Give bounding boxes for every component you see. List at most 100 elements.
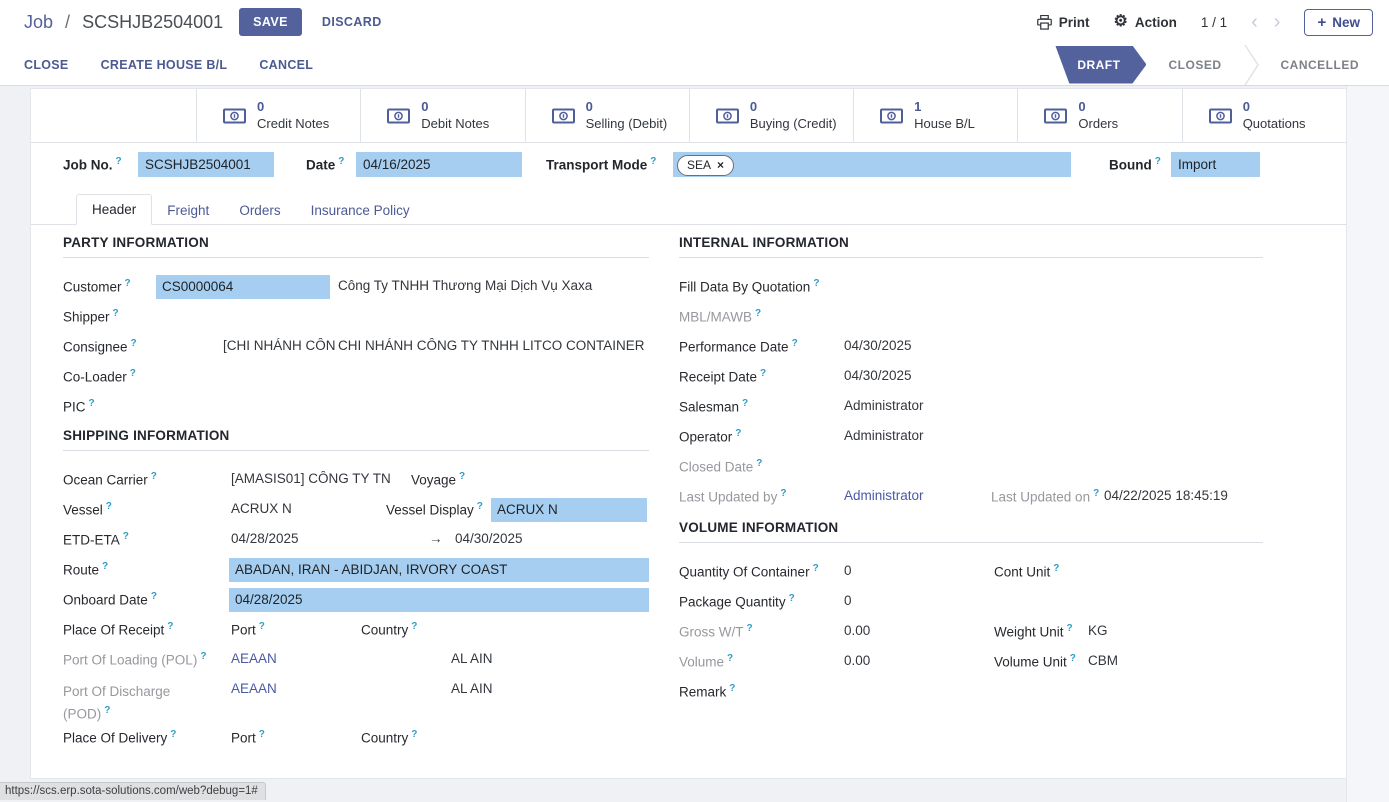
help-icon[interactable]: ? [338, 156, 345, 167]
tab-orders[interactable]: Orders [239, 203, 281, 218]
job-no-input[interactable]: SCSHJB2504001 [138, 152, 274, 177]
quantity-of-container-value[interactable]: 0 [844, 563, 852, 578]
pager-previous-icon[interactable]: ‹ [1251, 11, 1258, 33]
customer-code-input[interactable]: CS0000064 [156, 275, 330, 299]
ocean-carrier-value[interactable]: [AMASIS01] CÔNG TY TN [231, 471, 391, 486]
help-icon[interactable]: ? [167, 621, 174, 632]
help-icon[interactable]: ? [735, 428, 742, 439]
consignee-code-text[interactable]: [CHI NHÁNH CÔNG TY TI [223, 338, 335, 353]
stat-button-orders[interactable]: 0 Orders [1018, 89, 1183, 142]
help-icon[interactable]: ? [1066, 623, 1073, 634]
new-record-button[interactable]: + New [1304, 8, 1373, 36]
help-icon[interactable]: ? [200, 651, 207, 662]
help-icon[interactable]: ? [129, 368, 136, 379]
pod-code-link[interactable]: AEAAN [231, 681, 277, 696]
receipt-date-value[interactable]: 04/30/2025 [844, 368, 912, 383]
scrollbar-gutter[interactable] [1346, 86, 1389, 802]
print-button[interactable]: Print [1036, 14, 1090, 30]
help-icon[interactable]: ? [170, 729, 177, 740]
salesman-value[interactable]: Administrator [844, 398, 924, 413]
help-icon[interactable]: ? [746, 623, 753, 634]
help-icon[interactable]: ? [727, 653, 734, 664]
help-icon[interactable]: ? [258, 621, 265, 632]
discard-button[interactable]: DISCARD [321, 15, 382, 29]
help-icon[interactable]: ? [459, 471, 466, 482]
stage-draft[interactable]: DRAFT [1055, 46, 1146, 84]
stat-button-selling-debit[interactable]: 0 Selling (Debit) [525, 89, 690, 142]
help-icon[interactable]: ? [258, 729, 265, 740]
tab-header[interactable]: Header [76, 194, 153, 225]
cancel-button[interactable]: CANCEL [259, 57, 314, 72]
save-button[interactable]: SAVE [239, 8, 302, 36]
help-icon[interactable]: ? [130, 338, 137, 349]
vessel-value[interactable]: ACRUX N [231, 501, 292, 516]
help-icon[interactable]: ? [729, 683, 736, 694]
vessel-display-input[interactable]: ACRUX N [491, 498, 647, 522]
stat-button-quotations[interactable]: 0 Quotations [1182, 89, 1346, 142]
tag-remove-icon[interactable]: × [717, 158, 725, 172]
route-input[interactable]: ABADAN, IRAN - ABIDJAN, IRVORY COAST [229, 558, 649, 582]
bound-label: Bound? [1109, 156, 1161, 173]
help-icon[interactable]: ? [1069, 653, 1076, 664]
stage-cancelled[interactable]: CANCELLED [1280, 57, 1359, 72]
salesman-label: Salesman? [679, 398, 749, 415]
help-icon[interactable]: ? [104, 704, 111, 716]
bound-select[interactable]: Import [1171, 152, 1260, 177]
action-menu-button[interactable]: ⚙ Action [1114, 14, 1177, 30]
tab-freight[interactable]: Freight [167, 203, 210, 218]
stat-button-house-bl[interactable]: 1 House B/L [854, 89, 1019, 142]
cont-unit-label: Cont Unit? [994, 563, 1060, 580]
help-icon[interactable]: ? [1053, 563, 1060, 574]
create-house-bl-button[interactable]: CREATE HOUSE B/L [100, 57, 228, 72]
performance-date-value[interactable]: 04/30/2025 [844, 338, 912, 353]
help-icon[interactable]: ? [813, 278, 820, 289]
help-icon[interactable]: ? [650, 156, 657, 167]
breadcrumb-app-link[interactable]: Job [24, 11, 54, 32]
eta-value[interactable]: 04/30/2025 [455, 531, 523, 546]
help-icon[interactable]: ? [1093, 488, 1100, 499]
onboard-date-input[interactable]: 04/28/2025 [229, 588, 649, 612]
help-icon[interactable]: ? [88, 398, 95, 409]
help-icon[interactable]: ? [115, 156, 122, 167]
help-icon[interactable]: ? [476, 501, 483, 512]
operator-value[interactable]: Administrator [844, 428, 924, 443]
help-icon[interactable]: ? [791, 338, 798, 349]
tab-insurance-policy[interactable]: Insurance Policy [310, 203, 410, 218]
help-icon[interactable]: ? [102, 561, 109, 572]
help-icon[interactable]: ? [788, 593, 795, 604]
help-icon[interactable]: ? [812, 563, 819, 574]
help-icon[interactable]: ? [742, 398, 749, 409]
help-icon[interactable]: ? [150, 591, 157, 602]
help-icon[interactable]: ? [411, 621, 418, 632]
close-button[interactable]: CLOSE [24, 57, 69, 72]
stat-button-credit-notes[interactable]: 0 Credit Notes [197, 89, 362, 142]
help-icon[interactable]: ? [112, 308, 119, 319]
package-quantity-value[interactable]: 0 [844, 593, 852, 608]
pager-next-icon[interactable]: › [1273, 11, 1281, 33]
volume-unit-value[interactable]: CBM [1088, 653, 1118, 668]
transport-mode-input[interactable]: SEA × [673, 152, 1071, 177]
help-icon[interactable]: ? [756, 458, 763, 469]
help-icon[interactable]: ? [411, 729, 418, 740]
date-input[interactable]: 04/16/2025 [356, 152, 522, 177]
pol-code-link[interactable]: AEAAN [231, 651, 277, 666]
last-updated-by-value[interactable]: Administrator [844, 488, 924, 503]
etd-value[interactable]: 04/28/2025 [231, 531, 299, 546]
stat-button-debit-notes[interactable]: 0 Debit Notes [361, 89, 526, 142]
weight-unit-value[interactable]: KG [1088, 623, 1108, 638]
help-icon[interactable]: ? [124, 278, 131, 289]
help-icon[interactable]: ? [150, 471, 157, 482]
help-icon[interactable]: ? [122, 531, 129, 542]
transport-mode-tag[interactable]: SEA × [677, 155, 735, 176]
help-icon[interactable]: ? [760, 368, 767, 379]
package-quantity-label: Package Quantity? [679, 593, 795, 610]
stage-closed[interactable]: CLOSED [1168, 57, 1222, 72]
help-icon[interactable]: ? [105, 501, 112, 512]
field-vessel: Vessel? ACRUX N Vessel Display? ACRUX N [63, 497, 649, 523]
stat-button-buying-credit[interactable]: 0 Buying (Credit) [689, 89, 855, 142]
record-pager-arrows: ‹ › [1251, 12, 1280, 32]
help-icon[interactable]: ? [780, 488, 787, 499]
stat-label: House B/L [914, 115, 975, 131]
help-icon[interactable]: ? [755, 308, 762, 319]
help-icon[interactable]: ? [1154, 156, 1161, 167]
